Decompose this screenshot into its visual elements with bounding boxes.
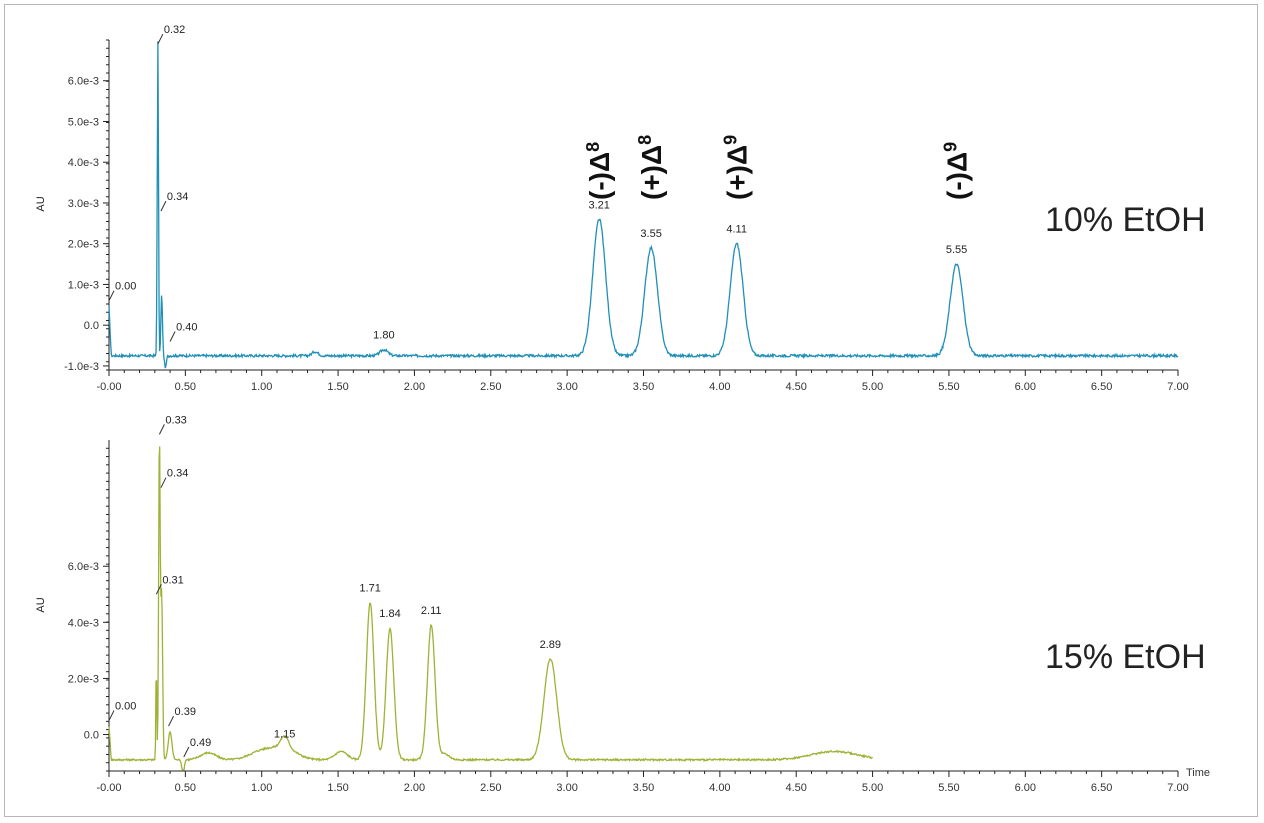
peak-label: 1.71 — [359, 583, 380, 595]
y-tick-label: 2.0e-3 — [68, 673, 99, 685]
peak-label: 2.11 — [421, 605, 442, 617]
isomer-superscript: 9 — [941, 142, 961, 152]
peak-label: 4.11 — [726, 224, 747, 236]
series-trace — [108, 41, 1179, 369]
x-tick-label: 0.50 — [175, 782, 196, 794]
condition-label: 10% EtOH — [1045, 201, 1206, 239]
peak-label: 3.21 — [589, 199, 610, 211]
x-tick-label: 1.00 — [251, 782, 272, 794]
x-tick-label: 4.50 — [786, 782, 807, 794]
x-axis-label: Time — [1186, 767, 1210, 779]
chart-frame — [4, 4, 1258, 817]
x-tick-label: 3.00 — [556, 381, 577, 393]
x-tick-label: 2.50 — [480, 782, 501, 794]
y-tick-label: 4.0e-3 — [68, 617, 99, 629]
x-tick-label: 3.00 — [556, 782, 577, 794]
isomer-superscript: 8 — [635, 135, 655, 145]
peak-label: 1.84 — [379, 608, 400, 620]
peak-leader — [108, 710, 115, 721]
isomer-delta: Δ — [636, 145, 667, 165]
x-tick-label: 4.00 — [709, 782, 730, 794]
peak-leader — [158, 424, 165, 435]
series-trace — [108, 446, 874, 771]
peak-label: 0.34 — [167, 191, 188, 203]
peak-label: 0.00 — [115, 701, 136, 713]
x-tick-label: -0.00 — [96, 782, 121, 794]
isomer-delta: Δ — [722, 145, 753, 165]
isomer-label: (+)Δ9 — [721, 135, 753, 200]
peak-label: 0.33 — [165, 414, 186, 426]
peak-label: 3.55 — [640, 228, 661, 240]
peak-label: 0.39 — [175, 706, 196, 718]
y-tick-label: 1.0e-3 — [68, 279, 99, 291]
peak-label: 1.15 — [274, 729, 295, 741]
x-tick-label: 2.00 — [404, 381, 425, 393]
y-tick-label: 0.0 — [84, 730, 99, 742]
y-tick-label: 6.0e-3 — [68, 561, 99, 573]
peak-leader — [168, 715, 175, 727]
x-tick-label: 0.50 — [175, 381, 196, 393]
x-tick-label: 7.00 — [1167, 782, 1188, 794]
isomer-sign: (-) — [942, 172, 973, 200]
x-tick-label: 4.50 — [786, 381, 807, 393]
y-tick-label: 4.0e-3 — [68, 157, 99, 169]
x-tick-label: 1.50 — [327, 782, 348, 794]
isomer-superscript: 9 — [721, 135, 741, 145]
isomer-sign: (+) — [722, 165, 753, 200]
x-tick-label: 2.00 — [404, 782, 425, 794]
y-tick-label: 6.0e-3 — [68, 76, 99, 88]
x-tick-label: 1.50 — [327, 381, 348, 393]
x-tick-label: 5.50 — [938, 381, 959, 393]
chromatogram-10-percent-etoh: AU 10% EtOH -1.0e-3 0.0 1.0e-3 2.0e-3 3.0e-3… — [35, 24, 1206, 393]
peak-leader — [155, 584, 162, 595]
x-tick-label: 6.50 — [1091, 381, 1112, 393]
chromatogram-15-percent-etoh: AU 15% EtOH Time 0.0 2.0e-3 4.0e-3 6.0e-3 -0… — [35, 414, 1210, 794]
isomer-superscript: 8 — [583, 142, 603, 152]
x-tick-label: 6.50 — [1091, 782, 1112, 794]
x-tick-label: 1.00 — [251, 381, 272, 393]
isomer-delta: Δ — [584, 152, 615, 172]
peak-label: 0.32 — [164, 24, 185, 36]
peak-leader — [108, 290, 115, 301]
y-axis-label: AU — [35, 597, 47, 612]
peak-label: 0.31 — [162, 574, 183, 586]
peak-leader — [160, 477, 167, 488]
peak-label: 1.80 — [373, 330, 394, 342]
isomer-label: (+)Δ8 — [635, 135, 667, 200]
peak-leader — [160, 200, 167, 212]
x-tick-label: 5.00 — [862, 782, 883, 794]
x-tick-label: 7.00 — [1167, 381, 1188, 393]
peak-label: 0.40 — [176, 321, 197, 333]
x-tick-label: 3.50 — [633, 381, 654, 393]
x-tick-label: 2.50 — [480, 381, 501, 393]
x-tick-label: 3.50 — [633, 782, 654, 794]
peak-label: 5.55 — [946, 244, 967, 256]
peak-label: 0.34 — [167, 468, 188, 480]
y-tick-label: 2.0e-3 — [68, 239, 99, 251]
peak-leader — [157, 33, 164, 45]
x-tick-label: 4.00 — [709, 381, 730, 393]
y-tick-label: 3.0e-3 — [68, 198, 99, 210]
peak-label: 2.89 — [540, 639, 561, 651]
y-axis-label: AU — [35, 196, 47, 211]
x-tick-label: 6.00 — [1015, 782, 1036, 794]
isomer-label: (-)Δ8 — [583, 142, 615, 200]
x-tick-label: 5.50 — [938, 782, 959, 794]
y-tick-label: -1.0e-3 — [64, 361, 99, 373]
peak-leader — [169, 331, 176, 342]
isomer-sign: (+) — [636, 165, 667, 200]
x-tick-label: 5.00 — [862, 381, 883, 393]
isomer-delta: Δ — [942, 152, 973, 172]
peak-label: 0.49 — [190, 737, 211, 749]
isomer-label: (-)Δ9 — [941, 142, 973, 200]
y-tick-label: 0.0 — [84, 320, 99, 332]
x-tick-label: 6.00 — [1015, 381, 1036, 393]
x-tick-label: -0.00 — [96, 381, 121, 393]
isomer-sign: (-) — [584, 172, 615, 200]
y-tick-label: 5.0e-3 — [68, 116, 99, 128]
peak-leader — [183, 746, 190, 758]
condition-label: 15% EtOH — [1045, 638, 1206, 676]
peak-label: 0.00 — [115, 281, 136, 293]
